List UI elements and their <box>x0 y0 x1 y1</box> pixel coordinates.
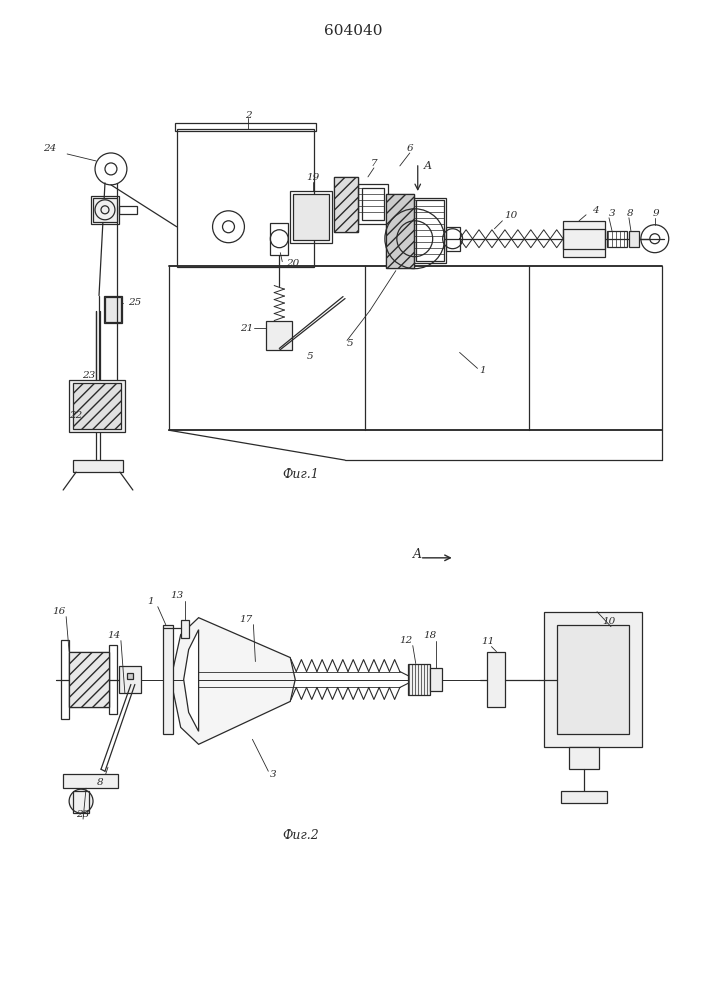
Text: 6: 6 <box>407 144 413 153</box>
Text: 1: 1 <box>148 597 154 606</box>
Text: 5: 5 <box>347 339 354 348</box>
Text: Фиг.1: Фиг.1 <box>282 468 319 481</box>
Bar <box>177 129 314 267</box>
Bar <box>69 652 109 707</box>
Text: A: A <box>423 161 432 171</box>
Text: 4: 4 <box>592 206 599 215</box>
Bar <box>293 194 329 240</box>
Bar <box>408 664 430 695</box>
Bar <box>386 194 414 268</box>
Bar <box>544 612 642 747</box>
Text: 10: 10 <box>504 211 518 220</box>
Polygon shape <box>170 618 296 744</box>
Text: 3: 3 <box>609 209 616 218</box>
Bar <box>175 123 316 131</box>
Bar <box>563 229 605 249</box>
Bar <box>416 200 444 261</box>
Bar <box>73 383 121 429</box>
Bar <box>487 652 506 707</box>
Bar <box>291 191 332 243</box>
Text: 2: 2 <box>245 111 252 120</box>
Text: 604040: 604040 <box>324 24 382 38</box>
Bar <box>119 666 141 693</box>
Bar <box>629 231 639 247</box>
Text: 25: 25 <box>128 298 141 307</box>
Bar <box>61 640 69 719</box>
Bar <box>119 206 137 214</box>
Bar <box>104 296 122 323</box>
Bar <box>163 625 173 734</box>
Circle shape <box>69 789 93 813</box>
Text: A: A <box>413 548 422 561</box>
Bar <box>181 620 189 638</box>
Text: 7: 7 <box>370 159 378 168</box>
Bar <box>267 320 292 350</box>
Text: 8: 8 <box>627 209 633 218</box>
Bar <box>69 380 125 432</box>
Text: Фиг.2: Фиг.2 <box>282 829 319 842</box>
Bar <box>358 184 388 224</box>
Bar <box>334 177 358 232</box>
Bar <box>127 673 133 679</box>
Bar <box>334 177 358 232</box>
Text: 17: 17 <box>239 615 252 624</box>
Bar <box>109 645 117 714</box>
Text: 24: 24 <box>43 144 57 153</box>
Bar <box>91 196 119 224</box>
Text: 19: 19 <box>307 173 320 182</box>
Text: 21: 21 <box>240 324 254 333</box>
Text: 9: 9 <box>653 209 660 218</box>
Text: 23: 23 <box>83 371 95 380</box>
Text: 3: 3 <box>270 770 277 779</box>
Bar <box>386 194 414 268</box>
Text: 16: 16 <box>52 607 66 616</box>
Bar <box>69 652 109 707</box>
Bar <box>607 231 627 247</box>
Bar <box>561 791 607 803</box>
Text: 12: 12 <box>399 636 412 645</box>
Text: 20: 20 <box>286 259 300 268</box>
Bar <box>93 198 117 222</box>
Text: 8: 8 <box>97 778 104 787</box>
Text: 23: 23 <box>76 810 89 819</box>
Bar <box>73 460 123 472</box>
Text: 10: 10 <box>602 617 616 626</box>
Text: 1: 1 <box>479 366 486 375</box>
Text: 5: 5 <box>307 352 314 361</box>
Bar <box>569 747 599 769</box>
Bar <box>105 297 121 322</box>
Bar <box>563 221 605 257</box>
Bar <box>362 188 384 220</box>
Bar <box>270 223 288 255</box>
Polygon shape <box>184 630 199 731</box>
Bar <box>414 198 445 263</box>
Bar <box>445 227 460 251</box>
Text: 18: 18 <box>423 631 436 640</box>
Bar <box>430 668 442 691</box>
Bar <box>557 625 629 734</box>
Text: 14: 14 <box>107 631 121 640</box>
Bar <box>73 791 89 813</box>
Text: 22: 22 <box>69 411 83 420</box>
Bar <box>63 774 118 788</box>
Text: 11: 11 <box>481 637 495 646</box>
Text: 13: 13 <box>170 591 183 600</box>
